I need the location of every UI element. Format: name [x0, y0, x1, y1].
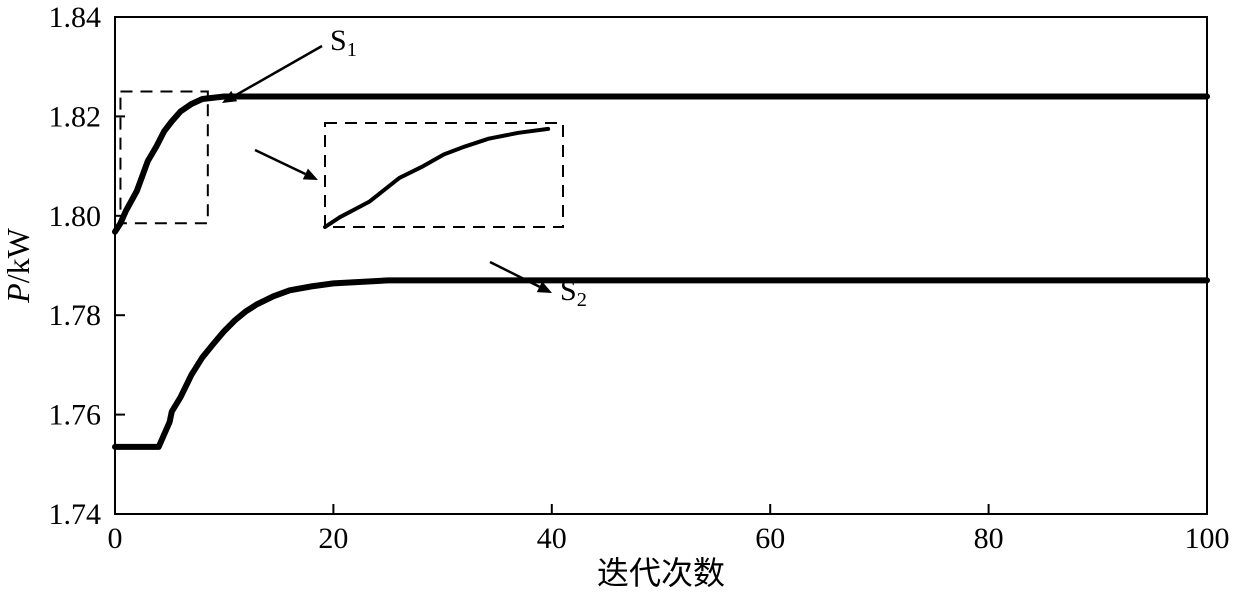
x-tick-label: 0 [108, 522, 123, 555]
x-tick-label: 60 [755, 522, 785, 555]
y-tick-label: 1.74 [49, 498, 102, 531]
x-axis-label: 迭代次数 [597, 555, 725, 591]
chart-background [0, 0, 1240, 595]
y-tick-label: 1.80 [49, 200, 102, 233]
x-tick-label: 100 [1185, 522, 1230, 555]
y-axis-label: P/kW [0, 227, 36, 303]
x-tick-label: 40 [537, 522, 567, 555]
y-tick-label: 1.84 [49, 1, 102, 34]
y-tick-label: 1.78 [49, 299, 102, 332]
x-tick-label: 20 [318, 522, 348, 555]
x-tick-label: 80 [974, 522, 1004, 555]
y-tick-label: 1.82 [49, 100, 102, 133]
y-tick-label: 1.76 [49, 399, 102, 432]
